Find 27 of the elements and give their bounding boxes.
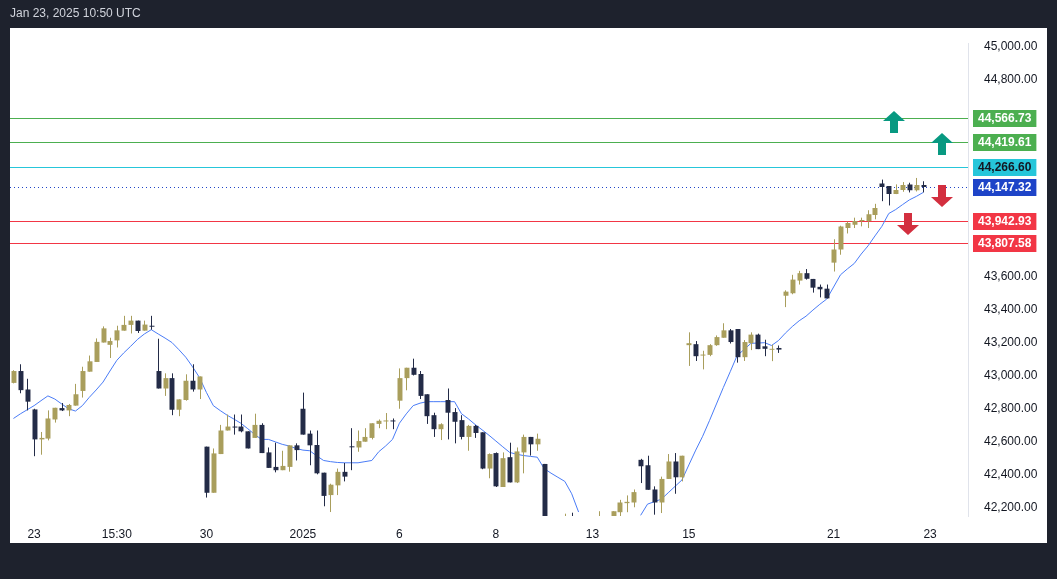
y-tick-label: 44,800.00	[984, 71, 1038, 86]
x-tick-label: 15	[682, 526, 696, 541]
y-tick-label: 43,600.00	[984, 269, 1038, 284]
y-tick-label: 42,200.00	[984, 500, 1038, 515]
ref-line-label: 44,266.60	[978, 160, 1032, 175]
y-tick-label: 42,400.00	[984, 467, 1038, 482]
ref-line-label: 44,419.61	[978, 135, 1032, 150]
x-tick-label: 6	[396, 526, 404, 541]
ref-line-label: 44,566.73	[978, 111, 1032, 126]
ref-line-label: 43,942.93	[978, 214, 1032, 229]
y-tick-label: 43,400.00	[984, 302, 1038, 317]
y-tick-label: 43,000.00	[984, 368, 1038, 383]
x-tick-label: 21	[826, 526, 841, 541]
ref-line-label: 43,807.58	[978, 236, 1032, 251]
x-tick-label: 13	[585, 526, 600, 541]
y-tick-label: 42,800.00	[984, 401, 1038, 416]
y-tick-label: 45,000.00	[984, 38, 1038, 53]
x-tick-label: 2025	[289, 526, 317, 541]
y-tick-label: 42,600.00	[984, 434, 1038, 449]
y-tick-label: 43,200.00	[984, 335, 1038, 350]
ref-line-label: 44,147.32	[978, 180, 1032, 195]
x-tick-label: 30	[199, 526, 214, 541]
x-tick-label: 8	[492, 526, 500, 541]
x-tick-label: 23	[923, 526, 938, 541]
x-tick-label: 23	[27, 526, 42, 541]
chart-title: Jan 23, 2025 10:50 UTC	[10, 6, 141, 20]
x-tick-label: 15:30	[101, 526, 133, 541]
